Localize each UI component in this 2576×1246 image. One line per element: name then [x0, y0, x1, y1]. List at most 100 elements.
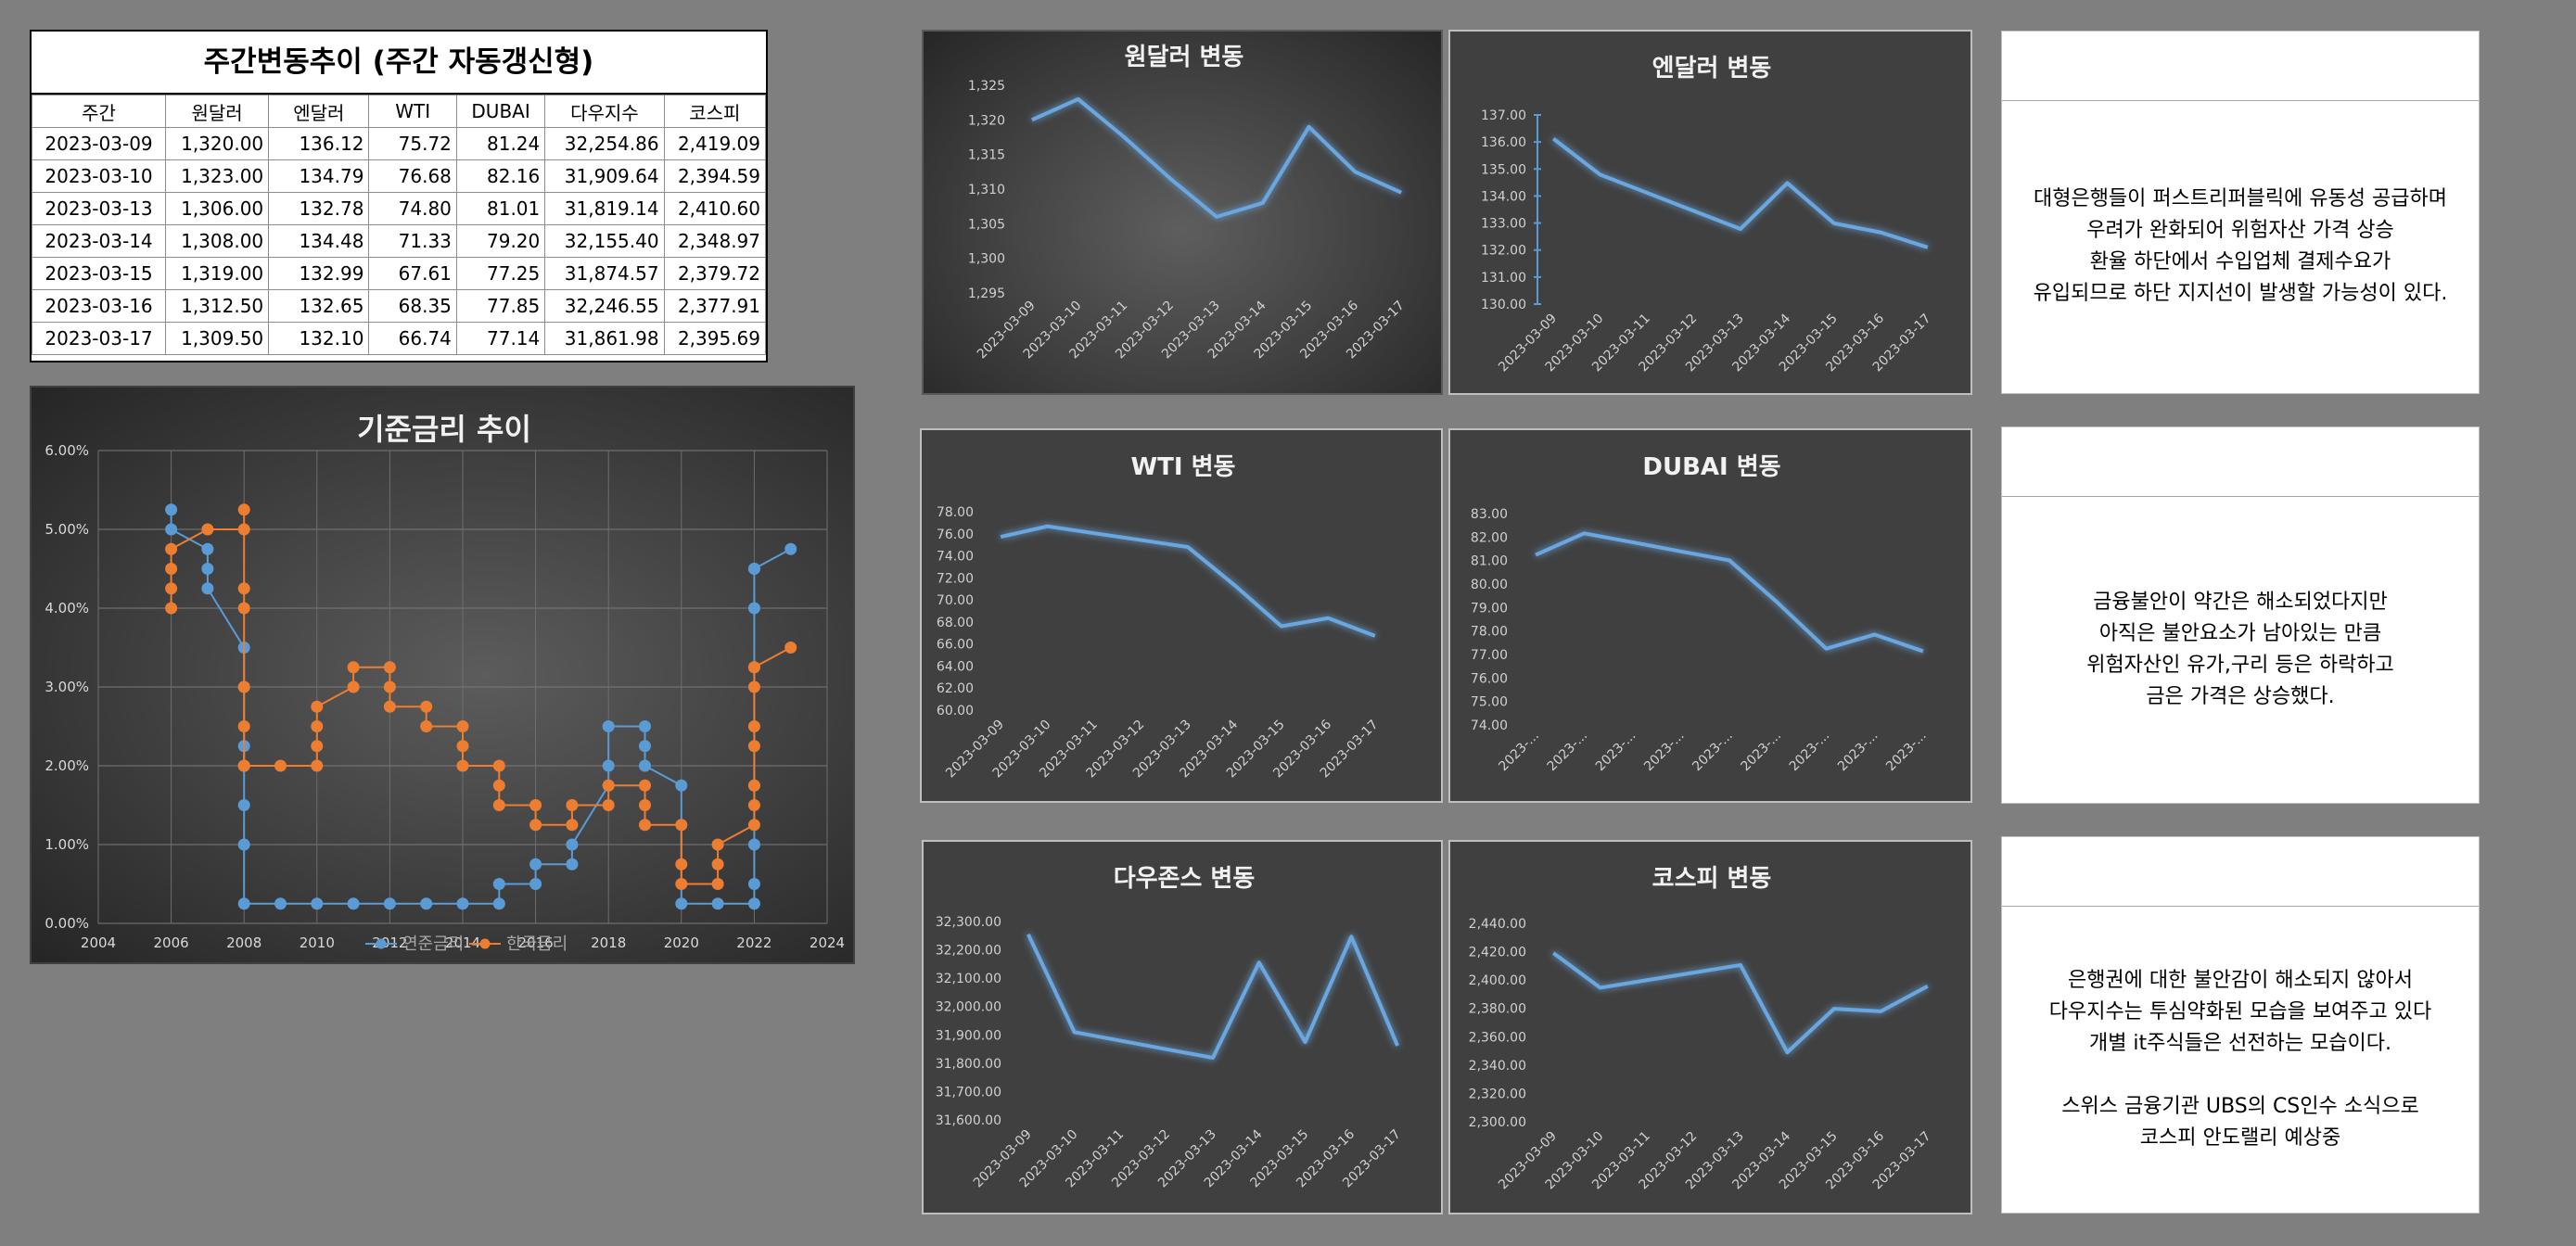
column-header: WTI	[368, 95, 457, 128]
table-cell: 132.65	[268, 289, 370, 323]
dubai-chart: DUBAI 변동 74.00 75.00 76.00 77.00 78.00 79.00 80…	[1448, 428, 1972, 803]
y-tick-label: 79.00	[1471, 601, 1508, 616]
data-point	[1168, 177, 1172, 181]
y-tick-label: 1,320	[968, 113, 1005, 128]
table-cell: 77.85	[455, 289, 546, 323]
data-point	[675, 819, 688, 832]
table-cell: 2,394.59	[663, 159, 767, 193]
y-tick-label: 3.00%	[45, 679, 89, 695]
data-point	[1785, 1050, 1789, 1054]
table-row: 2023-03-17 1,309.50 132.10 66.74 77.14 31,861…	[31, 322, 767, 355]
y-tick-label: 31,800.00	[936, 1057, 1001, 1072]
data-point	[1232, 583, 1236, 587]
y-tick-label: 132.00	[1481, 244, 1526, 259]
data-point	[1027, 933, 1030, 936]
table-row: 2023-03-15 1,319.00 132.99 67.61 77.25 31,874…	[31, 257, 767, 290]
data-point	[711, 878, 724, 890]
y-tick-label: 81.00	[1471, 554, 1508, 569]
data-point	[420, 720, 433, 732]
y-tick-label: 32,300.00	[936, 915, 1001, 930]
data-point	[237, 582, 250, 595]
data-point	[237, 523, 250, 536]
x-tick-label: 2024	[810, 934, 845, 951]
x-tick-label: 2023-...	[1739, 729, 1785, 775]
data-point	[492, 897, 505, 910]
jpy-usd-chart: 엔달러 변동 130.00 131.00 132.00 133.00 134.00 135.…	[1448, 30, 1972, 395]
series-line	[1535, 531, 1924, 654]
data-point	[311, 720, 324, 732]
table-cell: 31,874.57	[544, 257, 665, 290]
table-cell: 2023-03-14	[31, 224, 167, 258]
weekly-change-table: 주간변동추이 (주간 자동갱신형) 주간 원달러 엔달러 WTI DUBAI 다우지수 코스…	[30, 30, 768, 362]
data-point	[639, 779, 651, 792]
data-point	[675, 897, 688, 910]
table-row: 2023-03-14 1,308.00 134.48 71.33 79.20 32,155…	[31, 224, 767, 258]
y-tick-label: 74.00	[937, 550, 974, 565]
table-cell: 76.68	[368, 159, 457, 193]
note-fx: 대형은행들이 퍼스트리퍼블릭에 유동성 공급하며 우려가 완화되어 위험자산 가격…	[2001, 31, 2480, 394]
x-tick-label: 2010	[300, 934, 335, 951]
y-tick-label: 2,420.00	[1469, 946, 1526, 960]
data-point	[1739, 227, 1742, 231]
y-tick-label: 76.00	[937, 528, 974, 542]
data-point	[602, 779, 615, 792]
data-point	[383, 661, 396, 674]
data-point	[747, 740, 760, 753]
data-point	[602, 759, 615, 772]
legend-label: 연준금리	[402, 934, 464, 954]
data-point	[784, 542, 797, 555]
x-tick-label: 2023-...	[1545, 729, 1591, 775]
data-point	[201, 523, 214, 536]
data-point	[456, 759, 469, 772]
data-point	[1165, 1048, 1168, 1051]
note-line: 아직은 불안요소가 남아있는 만큼	[2098, 621, 2382, 645]
y-tick-label: 70.00	[937, 593, 974, 608]
y-tick-label: 4.00%	[45, 600, 89, 617]
data-point	[1261, 201, 1265, 205]
data-point	[566, 799, 579, 811]
data-point	[274, 759, 287, 772]
y-tick-label: 1,305	[968, 217, 1005, 232]
table-cell: 66.74	[368, 322, 457, 355]
data-point	[1599, 172, 1602, 176]
y-tick-label: 78.00	[1471, 625, 1508, 640]
note-line: 유입되므로 하단 지지선이 발생할 가능성이 있다.	[2033, 282, 2448, 305]
table-cell: 31,861.98	[544, 322, 665, 355]
table-cell: 77.25	[455, 257, 546, 290]
note-line	[2049, 1060, 2432, 1091]
table-cell: 32,254.86	[544, 127, 665, 160]
dow-chart-svg: 다우존스 변동 31,600.00 31,700.00 31,800.00 31,900…	[936, 865, 1404, 1190]
legend-marker	[479, 938, 491, 949]
data-table: 주간 원달러 엔달러 WTI DUBAI 다우지수 코스피 2023-03-09 1,320.…	[31, 95, 767, 355]
data-point	[1304, 1040, 1307, 1044]
table-cell: 2023-03-10	[31, 159, 167, 193]
data-point	[529, 878, 542, 890]
data-point	[639, 759, 651, 772]
x-tick-label: 2023-...	[1690, 729, 1736, 775]
data-point	[711, 838, 724, 851]
x-tick-label: 2023-...	[1835, 729, 1881, 775]
y-tick-label: 2,300.00	[1469, 1115, 1526, 1130]
data-point	[492, 779, 505, 792]
note-line: 대형은행들이 퍼스트리퍼블릭에 유동성 공급하며	[2033, 187, 2447, 210]
series-line	[1552, 137, 1929, 249]
note-line: 코스피 안도랠리 예상중	[2139, 1125, 2341, 1150]
y-tick-label: 78.00	[937, 505, 974, 520]
data-point	[383, 700, 396, 713]
table-cell: 134.48	[268, 224, 370, 258]
note-line: 위험자산인 유가,구리 등은 하락하고	[2086, 653, 2394, 677]
table-cell: 32,246.55	[544, 289, 665, 323]
chart-title: DUBAI 변동	[1642, 453, 1780, 481]
chart-title: 다우존스 변동	[1114, 865, 1256, 893]
y-tick-label: 2,340.00	[1469, 1059, 1526, 1074]
table-body: 2023-03-09 1,320.00 136.12 75.72 81.24 32,254…	[31, 127, 767, 355]
column-header: 원달러	[165, 95, 270, 128]
y-tick-label: 6.00%	[45, 442, 89, 459]
data-point	[1873, 632, 1877, 636]
series-line	[170, 509, 792, 885]
data-point	[1599, 985, 1602, 989]
y-tick-label: 83.00	[1471, 507, 1508, 522]
y-tick-label: 134.00	[1481, 189, 1526, 204]
data-point	[274, 897, 287, 910]
column-header: 다우지수	[544, 95, 665, 128]
